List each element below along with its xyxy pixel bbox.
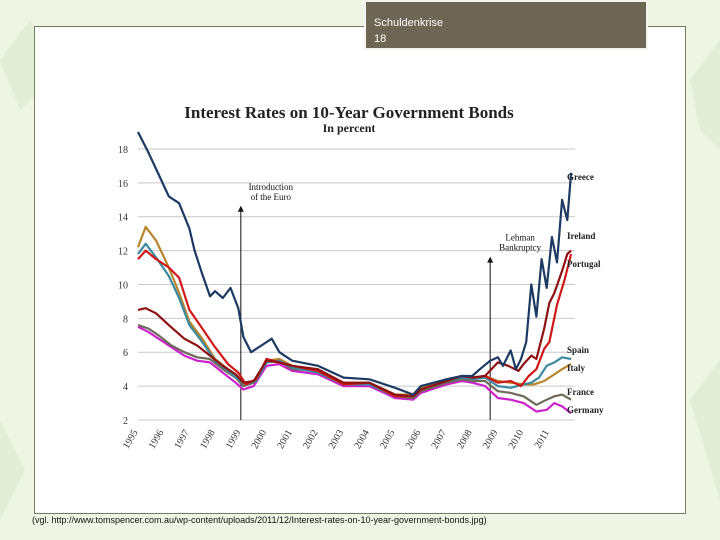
source-caption: (vgl. http://www.tomspencer.com.au/wp-co…: [32, 515, 487, 525]
y-tick-label: 8: [123, 314, 128, 325]
y-tick-label: 2: [123, 416, 128, 427]
legend-france: France: [567, 387, 594, 397]
chart-title: Interest Rates on 10-Year Government Bon…: [184, 103, 514, 122]
legend-germany: Germany: [567, 405, 604, 415]
legend-spain: Spain: [567, 345, 589, 355]
annotation-arrowhead: [237, 205, 244, 212]
y-tick-label: 18: [118, 145, 128, 156]
annotation-arrowhead: [487, 256, 494, 263]
legend-italy: Italy: [567, 363, 586, 373]
series-line-germany: [137, 325, 572, 415]
y-tick-label: 16: [118, 179, 128, 190]
slide-number: 18: [374, 33, 387, 45]
legend-ireland: Ireland: [567, 231, 595, 241]
annotation-label: Lehman: [505, 233, 535, 243]
y-tick-label: 12: [118, 247, 128, 258]
annotation-label: Bankruptcy: [499, 243, 541, 253]
series-line-greece: [137, 131, 573, 396]
slide-tag: Schuldenkrise 18: [364, 0, 648, 50]
annotation-label: of the Euro: [251, 192, 292, 202]
legend-portugal: Portugal: [567, 259, 601, 269]
y-tick-label: 4: [123, 382, 128, 393]
series-line-ireland: [137, 249, 572, 398]
slide-tag-title: Schuldenkrise: [374, 17, 444, 29]
y-tick-label: 6: [123, 348, 128, 359]
y-tick-label: 10: [118, 280, 128, 291]
chart-subtitle: In percent: [323, 121, 376, 135]
annotation-label: Introduction: [249, 182, 294, 192]
legend-greece: Greece: [567, 172, 594, 182]
chart: Interest Rates on 10-Year Government Bon…: [118, 82, 645, 492]
y-tick-label: 14: [118, 213, 128, 224]
content-frame: Interest Rates on 10-Year Government Bon…: [34, 26, 686, 514]
